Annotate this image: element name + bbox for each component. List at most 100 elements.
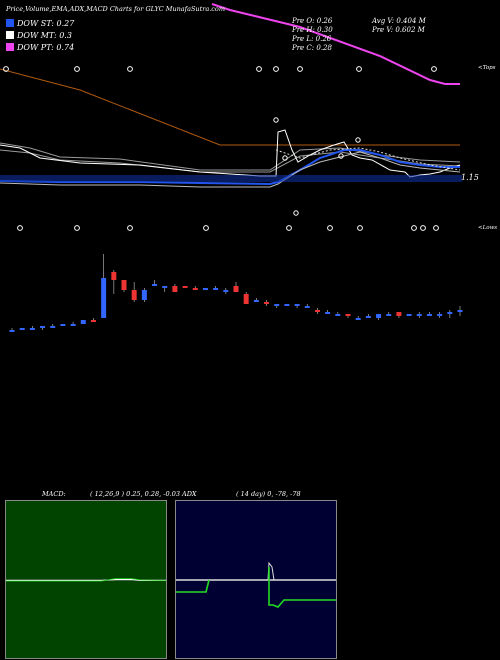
signal-marker: [273, 117, 279, 123]
candle-body: [182, 286, 188, 288]
candlestick-series: [9, 254, 463, 332]
legend-label: DOW MT: 0.3: [17, 31, 72, 40]
candle-body: [202, 288, 208, 290]
adx-panel: [175, 500, 337, 659]
legend-label: DOW PT: 0.74: [17, 43, 75, 52]
top-marker: [74, 66, 80, 72]
candle-body: [457, 310, 463, 312]
legend-swatch: [6, 19, 14, 27]
low-marker: [411, 225, 417, 231]
low-marker: [203, 225, 209, 231]
candle-body: [386, 314, 392, 316]
candle-body: [416, 314, 422, 316]
blue-band: [0, 175, 462, 182]
macd-line: [6, 578, 166, 582]
candle-body: [264, 302, 270, 304]
brown-ema-line: [0, 68, 460, 146]
gray-bottom-line: [0, 151, 461, 188]
stat-prev-close: Pre C: 0.28: [292, 44, 332, 52]
top-marker: [297, 66, 303, 72]
candle-body: [304, 306, 310, 308]
candle-body: [162, 286, 168, 288]
candle-body: [141, 290, 147, 300]
candle-body: [243, 294, 249, 304]
macd-signal-line: [6, 579, 166, 581]
signal-marker: [338, 153, 344, 159]
top-marker: [273, 66, 279, 72]
low-marker: [420, 225, 426, 231]
candle-body: [314, 310, 320, 312]
stat-prev-volume: Pre V: 0.602 M: [372, 26, 425, 34]
signal-marker: [282, 155, 288, 161]
top-marker: [256, 66, 262, 72]
candle-body: [152, 284, 158, 286]
candle-body: [233, 286, 239, 292]
candle-body: [101, 278, 107, 318]
adx-params: ( 14 day) 0, -78, -78: [236, 490, 301, 498]
top-marker: [431, 66, 437, 72]
dotted-line: [275, 147, 461, 171]
price-marker-label: 1.15: [461, 173, 479, 182]
candle-body: [406, 314, 412, 316]
adx-green-line-2: [268, 567, 336, 608]
legend-swatch: [6, 43, 14, 51]
candle-body: [376, 314, 382, 318]
candle-body: [70, 324, 76, 326]
macd-panel: [5, 500, 167, 659]
candle-body: [131, 290, 137, 300]
candle-body: [172, 286, 178, 292]
candle-body: [50, 326, 56, 328]
top-marker: [3, 66, 9, 72]
candle-body: [345, 314, 351, 316]
gray-band-line: [0, 142, 461, 171]
candle-body: [29, 328, 35, 330]
stat-prev-low: Pre L: 0.26: [292, 35, 332, 43]
candle-body: [335, 314, 341, 316]
candle-body: [294, 304, 300, 306]
low-marker: [17, 225, 23, 231]
top-marker: [356, 66, 362, 72]
adx-title: ADX: [182, 490, 197, 498]
candle-body: [90, 320, 96, 322]
adx-green-line: [176, 579, 210, 593]
legend-swatch: [6, 31, 14, 39]
candle-body: [213, 288, 219, 290]
candle-body: [365, 316, 371, 318]
legend-item-dow-st: DOW ST: 0.27: [6, 19, 74, 29]
top-low-markers: [3, 66, 439, 231]
candle-body: [253, 300, 259, 302]
adx-plot: [176, 561, 336, 608]
candle-body: [426, 314, 432, 316]
candle-body: [111, 272, 117, 280]
stat-prev-high: Pre H: 0.30: [292, 26, 333, 34]
low-marker: [74, 225, 80, 231]
top-marker: [127, 66, 133, 72]
candle-body: [121, 280, 127, 290]
stat-prev-open: Pre O: 0.26: [292, 17, 333, 25]
blue-dow-st-line: [0, 149, 460, 186]
candle-body: [437, 314, 443, 316]
low-marker: [433, 225, 439, 231]
candle-body: [223, 290, 229, 292]
macd-plot: [6, 578, 166, 582]
candle-body: [192, 288, 198, 290]
candle-body: [19, 328, 25, 330]
low-marker: [357, 225, 363, 231]
low-marker: [327, 225, 333, 231]
candle-body: [60, 324, 66, 326]
candle-body: [40, 326, 46, 328]
signal-marker: [293, 210, 299, 216]
candle-body: [447, 312, 453, 314]
legend-item-dow-pt: DOW PT: 0.74: [6, 43, 74, 53]
signal-marker: [355, 137, 361, 143]
lows-label: <Lows: [478, 225, 498, 231]
indicator-lines: [0, 3, 462, 188]
macd-title: MACD:: [42, 490, 66, 498]
legend-label: DOW ST: 0.27: [17, 19, 75, 28]
low-marker: [286, 225, 292, 231]
tops-label: <Tops: [478, 65, 496, 71]
candle-body: [274, 304, 280, 306]
candle-body: [325, 312, 331, 314]
candle-body: [355, 318, 361, 320]
